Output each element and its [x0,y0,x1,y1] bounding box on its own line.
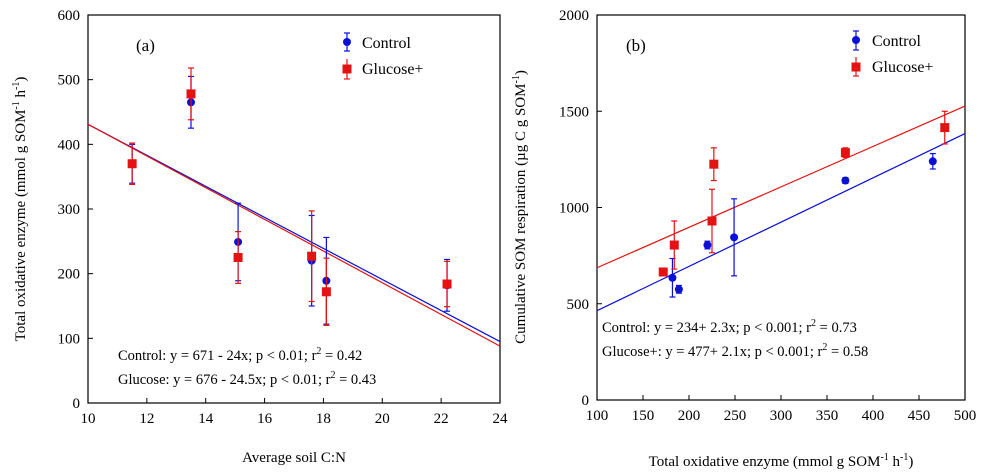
y-tick-label: 100 [58,331,81,347]
legend-a-glucose-label: Glucose+ [362,61,423,78]
y-tick-label: 300 [58,202,81,218]
fit-line-glucose [87,123,501,347]
x-tick-label: 18 [316,411,331,427]
x-tick-label: 12 [139,411,154,427]
panel-a-fit-lines [87,123,501,347]
panel-a-legend: Control Glucose+ [342,32,423,80]
y-tick-label: 500 [567,297,590,313]
x-tick-label: 400 [862,408,885,424]
fit-line-glucose [596,105,966,269]
x-tick-label: 24 [493,411,509,427]
panel-b-equation-glucose: Glucose+: y = 477+ 2.1x; p < 0.001; r2 =… [602,342,868,360]
panel-b-equation-control: Control: y = 234+ 2.3x; p < 0.001; r2 = … [602,318,857,336]
panel-a-label: (a) [136,36,155,55]
panel-b-x-axis-title: Total oxidative enzyme (mmol g SOM-1 h-1… [649,452,914,470]
data-point-control [674,285,683,294]
data-point-control [841,176,850,185]
panel-a-plot-frame [87,14,501,404]
data-point-glucose [707,216,717,226]
y-tick-label: 1500 [559,104,589,120]
fit-line-control [87,123,501,343]
panel-a-equation-glucose: Glucose: y = 676 - 24.5x; p < 0.01; r2 =… [118,370,376,388]
x-tick-label: 350 [816,408,839,424]
legend-b-glucose-label: Glucose+ [872,59,933,76]
y-tick-label: 1000 [559,201,589,217]
y-tick-label: 2000 [559,8,589,24]
panel-a-ticks: 10 12 14 16 18 20 22 24 0 100 200 300 400 500 600 [58,8,509,427]
data-point-glucose [658,267,668,277]
panel-b-data-points [658,110,950,298]
panel-a-x-axis-title: Average soil C:N [242,450,346,466]
data-point-glucose [186,89,196,99]
x-tick-label: 10 [81,411,96,427]
panel-b-ticks: 100 150 200 250 300 350 400 450 500 0 500 1000 1500 2… [559,8,976,424]
x-tick-label: 22 [434,411,449,427]
panel-b-label: (b) [626,36,646,55]
x-tick-label: 100 [586,408,609,424]
legend-b-control-label: Control [872,33,921,50]
fit-line-control [596,133,966,312]
panel-b-chart: 100 150 200 250 300 350 400 450 500 0 500 1000 1500 2… [511,8,976,470]
y-tick-label: 0 [73,396,81,412]
panel-b-fit-lines [596,105,966,312]
data-point-control [730,233,739,242]
panel-b-y-axis-title: Cumulative SOM respiration (µg C g SOM-1… [511,70,529,344]
data-point-control [668,273,677,282]
y-tick-label: 0 [582,393,590,409]
x-tick-label: 250 [724,408,747,424]
y-tick-label: 400 [58,137,81,153]
legend-b-control-marker [852,36,860,44]
legend-a-control-label: Control [362,35,411,52]
legend-b-glucose-marker [851,62,861,72]
x-tick-label: 500 [954,408,977,424]
x-tick-label: 14 [198,411,214,427]
data-point-glucose [321,287,331,297]
y-tick-label: 500 [58,73,81,89]
x-tick-label: 20 [375,411,390,427]
x-tick-label: 450 [908,408,931,424]
panel-b-legend: Control Glucose+ [851,30,933,77]
y-tick-label: 600 [58,8,81,24]
x-tick-label: 150 [632,408,655,424]
x-tick-label: 300 [770,408,793,424]
data-point-glucose [442,279,452,289]
data-point-glucose [307,251,317,261]
data-point-glucose [940,123,950,133]
data-point-glucose [709,159,719,169]
data-point-glucose [233,253,243,262]
panel-a-data-points [127,67,452,326]
data-point-glucose [840,148,850,158]
x-tick-label: 200 [678,408,701,424]
legend-a-control-marker [343,38,351,46]
y-tick-label: 200 [58,267,81,283]
data-point-control [928,157,937,166]
panel-a-equation-control: Control: y = 671 - 24x; p < 0.01; r2 = 0… [118,346,362,364]
panel-a-y-axis-title: Total oxidative enzyme (mmol g SOM-1 h-1… [11,77,29,342]
x-tick-label: 16 [257,411,273,427]
data-point-control [703,241,712,250]
data-point-glucose [127,159,137,169]
legend-a-glucose-marker [342,64,352,74]
data-point-glucose [669,240,679,250]
